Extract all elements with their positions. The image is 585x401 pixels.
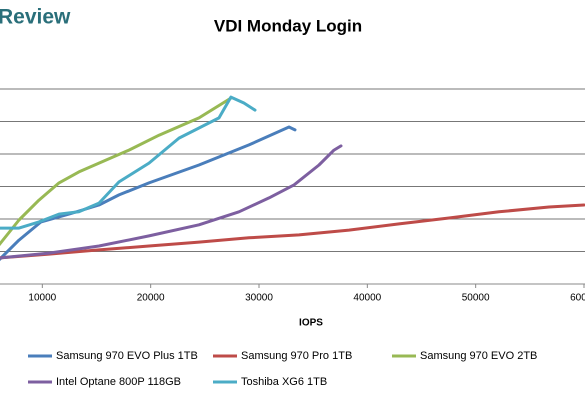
legend-label: Toshiba XG6 1TB xyxy=(241,376,327,388)
series-line xyxy=(0,203,585,260)
series-line xyxy=(0,125,297,262)
legend-label: Samsung 970 Pro 1TB xyxy=(241,350,352,362)
series-line xyxy=(0,95,257,230)
x-tick-label: 30000 xyxy=(245,293,273,304)
x-tick-label: 10000 xyxy=(28,293,56,304)
chart-title: VDI Monday Login xyxy=(214,16,362,35)
x-tick-label: 60000 xyxy=(570,293,585,304)
logo: Review xyxy=(0,6,71,29)
legend-label: Intel Optane 800P 118GB xyxy=(56,376,181,388)
x-tick-label: 50000 xyxy=(462,293,490,304)
series-line xyxy=(0,144,343,260)
legend-label: Samsung 970 EVO Plus 1TB xyxy=(56,350,198,362)
x-axis-label: IOPS xyxy=(299,318,323,329)
x-tick-label: 40000 xyxy=(353,293,381,304)
series-line xyxy=(0,96,233,247)
x-tick-label: 20000 xyxy=(137,293,165,304)
legend-label: Samsung 970 EVO 2TB xyxy=(420,350,537,362)
